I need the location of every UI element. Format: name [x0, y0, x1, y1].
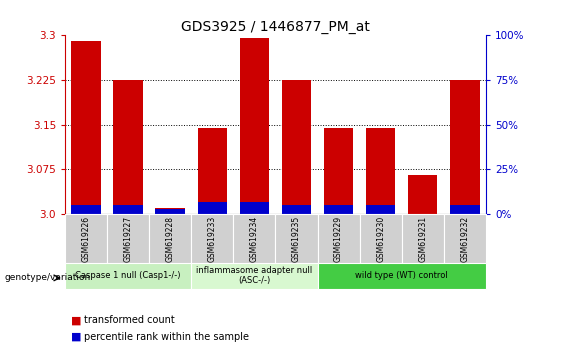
Bar [155, 209, 185, 214]
Bar [450, 80, 480, 214]
Text: ■: ■ [71, 332, 81, 342]
Bar [366, 128, 395, 214]
Bar [450, 205, 480, 214]
Bar [149, 214, 191, 264]
Bar [276, 214, 318, 264]
Bar [191, 214, 233, 264]
Bar [198, 202, 227, 214]
Bar [240, 38, 269, 214]
Bar [155, 208, 185, 214]
Bar [324, 128, 353, 214]
Bar [65, 214, 107, 264]
Bar [114, 205, 143, 214]
Bar [402, 214, 444, 264]
Text: Caspase 1 null (Casp1-/-): Caspase 1 null (Casp1-/-) [75, 271, 181, 280]
Text: genotype/variation: genotype/variation [5, 273, 91, 282]
Bar [191, 263, 318, 289]
Text: GSM619227: GSM619227 [124, 216, 133, 262]
Bar [114, 80, 143, 214]
Bar [318, 214, 360, 264]
Text: percentile rank within the sample: percentile rank within the sample [84, 332, 249, 342]
Bar [366, 205, 395, 214]
Bar [282, 205, 311, 214]
Bar [408, 176, 437, 214]
Text: ■: ■ [71, 315, 81, 325]
Text: GSM619230: GSM619230 [376, 216, 385, 262]
Bar [318, 263, 486, 289]
Text: GSM619235: GSM619235 [292, 216, 301, 262]
Bar [107, 214, 149, 264]
Bar [65, 263, 191, 289]
Bar [359, 214, 402, 264]
Text: GSM619226: GSM619226 [81, 216, 90, 262]
Bar [71, 205, 101, 214]
Text: GSM619232: GSM619232 [460, 216, 470, 262]
Text: inflammasome adapter null
(ASC-/-): inflammasome adapter null (ASC-/-) [196, 266, 312, 285]
Text: GSM619229: GSM619229 [334, 216, 343, 262]
Bar [233, 214, 276, 264]
Text: GSM619231: GSM619231 [418, 216, 427, 262]
Text: GSM619233: GSM619233 [208, 216, 217, 262]
Text: transformed count: transformed count [84, 315, 175, 325]
Bar [444, 214, 486, 264]
Text: GSM619228: GSM619228 [166, 216, 175, 262]
Bar [282, 80, 311, 214]
Bar [198, 128, 227, 214]
Bar [71, 41, 101, 214]
Bar [240, 202, 269, 214]
Bar [324, 205, 353, 214]
Title: GDS3925 / 1446877_PM_at: GDS3925 / 1446877_PM_at [181, 21, 370, 34]
Text: wild type (WT) control: wild type (WT) control [355, 271, 448, 280]
Text: GSM619234: GSM619234 [250, 216, 259, 262]
